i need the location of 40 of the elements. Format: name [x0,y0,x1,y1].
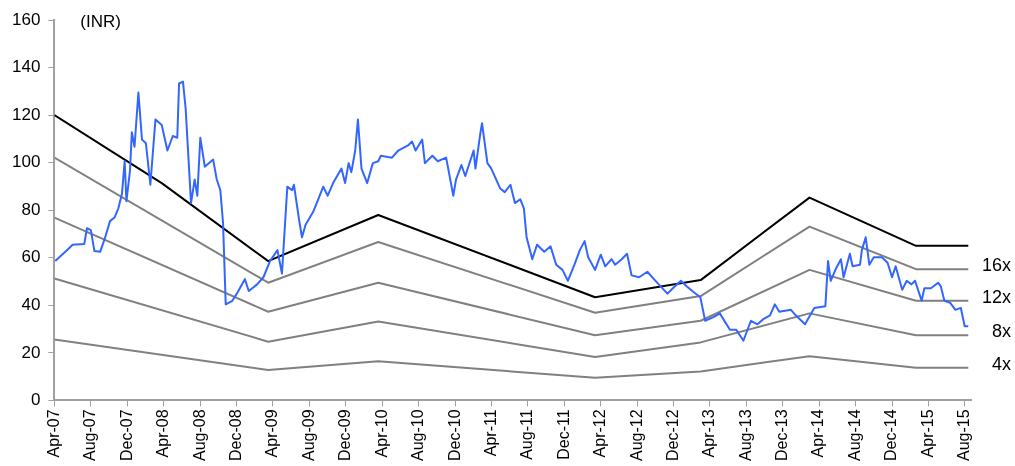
x-tick-label: Apr-11 [481,409,499,457]
series-label: 4x [991,353,1011,374]
x-tick-label: Apr-09 [263,409,281,458]
y-tick-label: 60 [21,247,41,267]
x-tick-label: Aug-14 [845,409,863,461]
series-label: 12x [981,286,1011,307]
series-label: 8x [991,321,1011,342]
x-tick-label: Aug-10 [409,409,427,461]
x-tick-label: Apr-14 [809,409,827,458]
y-tick-label: 160 [11,9,41,29]
y-tick-label: 100 [11,152,41,172]
y-tick-label: 0 [30,390,41,410]
x-tick-label: Apr-13 [700,409,718,458]
x-tick-label: Apr-12 [591,409,609,458]
x-tick-label: Apr-08 [154,409,172,458]
x-tick-label: Aug-15 [955,409,973,461]
y-tick-label: 120 [11,104,41,124]
x-tick-label: Aug-09 [299,409,317,461]
y-axis-title: (INR) [80,11,121,31]
x-tick-label: Dec-09 [336,409,354,461]
y-tick-label: 140 [11,57,41,77]
x-tick-label: Dec-11 [554,409,572,460]
series-label: 16x [981,255,1011,276]
x-tick-label: Dec-10 [445,409,463,461]
x-tick-label: Dec-14 [882,409,900,461]
x-tick-label: Dec-08 [227,409,245,461]
x-tick-label: Dec-13 [773,409,791,461]
x-tick-label: Apr-15 [918,409,936,458]
x-tick-label: Aug-13 [736,409,754,461]
y-tick-label: 80 [21,199,41,219]
x-tick-label: Apr-10 [372,409,390,458]
x-tick-label: Apr-07 [44,409,62,458]
x-tick-label: Aug-12 [627,409,645,461]
x-tick-label: Aug-07 [81,409,99,461]
x-tick-label: Aug-11 [518,409,536,460]
x-tick-label: Dec-12 [664,409,682,461]
y-tick-label: 40 [21,294,41,314]
y-tick-label: 20 [21,342,41,362]
x-tick-label: Aug-08 [190,409,208,461]
x-tick-label: Dec-07 [117,409,135,461]
